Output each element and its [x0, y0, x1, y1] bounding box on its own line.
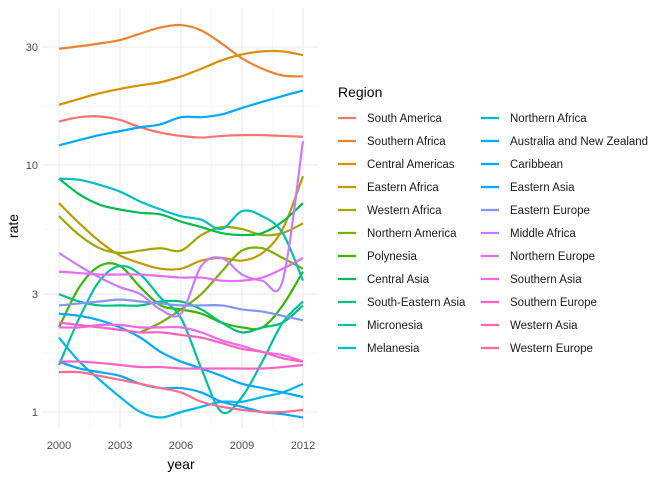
legend-label: Australia and New Zealand [510, 136, 648, 148]
x-tick-label: 2012 [291, 440, 315, 452]
legend-label: South-Eastern Asia [367, 297, 466, 309]
legend-item: Micronesia [338, 320, 423, 332]
series-line-micronesia [57, 264, 304, 415]
legend-item: Caribbean [481, 159, 563, 171]
legend-item: Western Asia [481, 320, 578, 332]
legend-item: Eastern Asia [481, 182, 575, 194]
series-line-eastern-asia [58, 312, 304, 399]
legend-item: Melanesia [338, 343, 420, 355]
legend-item: Middle Africa [481, 228, 576, 240]
series-line-northern-africa [58, 336, 304, 419]
legend-label: Western Europe [510, 343, 593, 355]
series-line-northern-europe [58, 257, 304, 283]
series-line-eastern-europe [58, 298, 304, 322]
legend-item: Northern America [338, 228, 457, 240]
series-line-southern-africa [58, 23, 304, 78]
y-tick-label: 3 [32, 289, 38, 301]
legend-item: Eastern Europe [481, 205, 590, 217]
series-lines [57, 23, 305, 419]
legend-item: Southern Africa [338, 136, 446, 148]
legend-label: Northern America [367, 228, 457, 240]
legend-item: South America [338, 113, 442, 125]
series-line-eastern-africa [58, 175, 305, 271]
legend-label: Melanesia [367, 343, 420, 355]
y-tick-label: 10 [26, 160, 38, 172]
legend-item: Northern Europe [481, 251, 595, 263]
legend-item: Australia and New Zealand [481, 136, 648, 148]
y-axis-title: rate [5, 214, 21, 238]
legend-label: Southern Europe [510, 297, 597, 309]
legend-item: Central Asia [338, 274, 430, 286]
legend-item: Western Europe [481, 343, 593, 355]
legend-label: Eastern Africa [367, 182, 439, 194]
legend-label: Eastern Asia [510, 182, 575, 194]
x-tick-label: 2003 [108, 440, 132, 452]
series-line-western-europe [58, 370, 304, 414]
legend-item: Eastern Africa [338, 182, 439, 194]
legend-item: Central Americas [338, 159, 455, 171]
legend-label: Eastern Europe [510, 205, 590, 217]
legend-title: Region [338, 84, 382, 100]
series-line-central-asia [58, 177, 304, 237]
legend-label: Central Asia [367, 274, 430, 286]
legend-label: Polynesia [367, 251, 417, 263]
legend-item: Northern Africa [481, 113, 587, 125]
legend-item: South-Eastern Asia [338, 297, 466, 309]
series-line-northern-america [139, 246, 304, 334]
legend-item: Polynesia [338, 251, 417, 263]
legend-label: Northern Africa [510, 113, 587, 125]
legend-label: Southern Africa [367, 136, 446, 148]
series-line-middle-africa [58, 140, 305, 318]
series-line-western-asia [58, 321, 304, 363]
legend-label: Western Africa [367, 205, 442, 217]
legend-item: Western Africa [338, 205, 442, 217]
legend-label: Central Americas [367, 159, 455, 171]
legend-label: Southern Asia [510, 274, 582, 286]
series-line-western-africa [58, 215, 304, 255]
x-tick-label: 2006 [169, 440, 193, 452]
x-axis-title: year [167, 456, 195, 472]
y-axis: 1 3 10 30 [26, 42, 38, 419]
series-line-southern-europe [58, 360, 304, 370]
legend-label: Western Asia [510, 320, 578, 332]
legend-label: Northern Europe [510, 251, 595, 263]
series-line-south-eastern-asia [58, 293, 304, 334]
legend-label: Caribbean [510, 159, 563, 171]
legend-label: Middle Africa [510, 228, 576, 240]
series-line-central-americas [58, 49, 304, 106]
legend-label: Micronesia [367, 320, 423, 332]
legend-item: Southern Asia [481, 274, 582, 286]
legend-label: South America [367, 113, 442, 125]
series-line-caribbean [58, 89, 304, 147]
x-tick-label: 2009 [230, 440, 254, 452]
x-axis: 2000 2003 2006 2009 2012 [47, 440, 315, 452]
y-tick-label: 1 [32, 407, 38, 419]
series-line-melanesia [58, 177, 305, 282]
y-tick-label: 30 [26, 42, 38, 54]
x-tick-label: 2000 [47, 440, 71, 452]
legend: Region South America Southern Africa Centr… [338, 84, 648, 355]
series-line-south-america [58, 115, 304, 139]
legend-item: Southern Europe [481, 297, 597, 309]
